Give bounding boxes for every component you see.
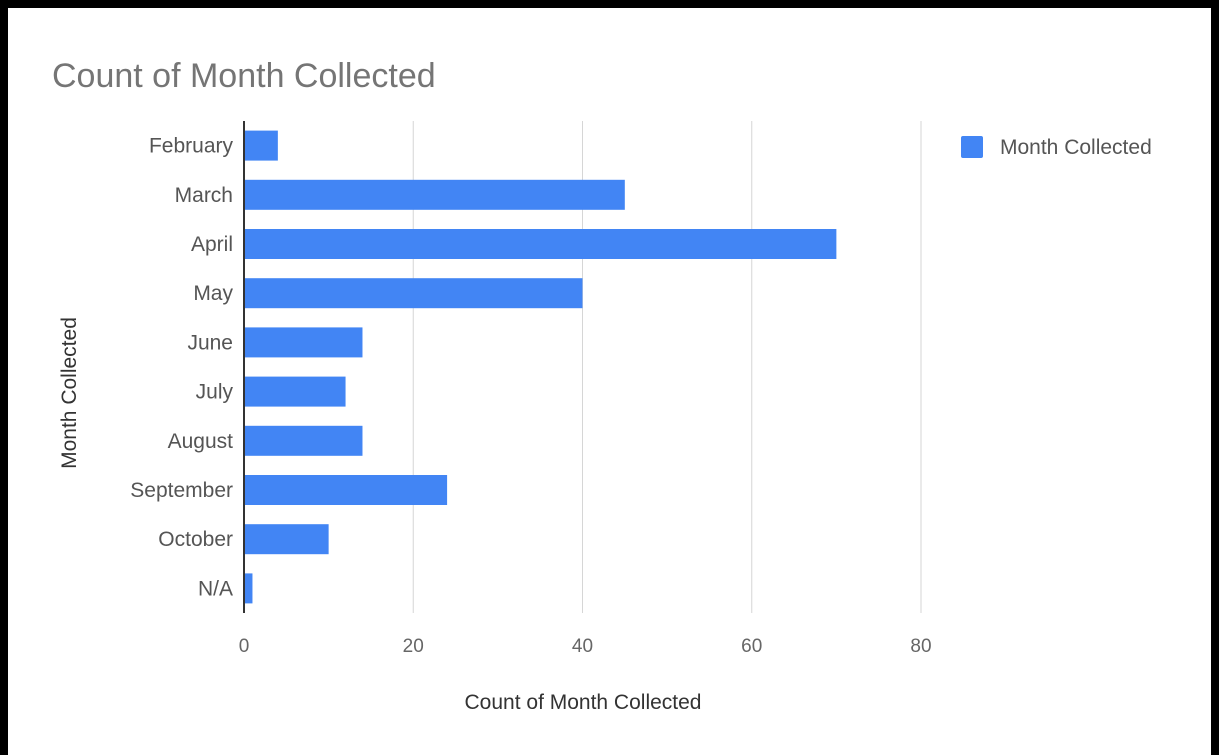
- category-label: July: [196, 381, 234, 404]
- x-tick-label: 80: [910, 636, 931, 657]
- bar-june[interactable]: [245, 327, 363, 358]
- category-label: August: [168, 430, 234, 453]
- bar-february[interactable]: [245, 130, 278, 161]
- bar-august[interactable]: [245, 425, 363, 456]
- x-tick-label: 60: [741, 636, 762, 657]
- bar-chart: Count of Month Collected February March Ap…: [52, 57, 1152, 714]
- bar-september[interactable]: [245, 475, 448, 505]
- bar-n-a[interactable]: [245, 573, 253, 604]
- legend-swatch: [961, 136, 983, 158]
- category-label: March: [175, 184, 233, 207]
- x-axis-label: Count of Month Collected: [465, 691, 702, 714]
- category-label: October: [158, 528, 233, 551]
- bar-july[interactable]: [245, 376, 346, 407]
- category-label: April: [191, 233, 233, 256]
- category-labels: February March April May June July August Septe…: [130, 135, 233, 601]
- category-label: February: [149, 135, 234, 158]
- category-label: May: [193, 282, 233, 305]
- bar-april[interactable]: [245, 229, 837, 259]
- legend[interactable]: Month Collected: [961, 136, 1152, 159]
- bar-may[interactable]: [245, 278, 583, 309]
- chart-title: Count of Month Collected: [52, 57, 436, 95]
- y-axis-label: Month Collected: [58, 317, 81, 469]
- x-tick-labels: 0 20 40 60 80: [239, 636, 932, 657]
- x-tick-label: 40: [572, 636, 593, 657]
- legend-label: Month Collected: [1000, 136, 1152, 159]
- category-label: N/A: [198, 577, 233, 600]
- x-tick-label: 20: [403, 636, 424, 657]
- bar-march[interactable]: [245, 179, 625, 210]
- category-label: June: [187, 331, 233, 354]
- category-label: September: [130, 479, 233, 502]
- bar-october[interactable]: [245, 524, 329, 555]
- x-tick-label: 0: [239, 636, 250, 657]
- bars: [245, 130, 837, 604]
- chart-frame: Count of Month Collected February March Ap…: [8, 8, 1211, 755]
